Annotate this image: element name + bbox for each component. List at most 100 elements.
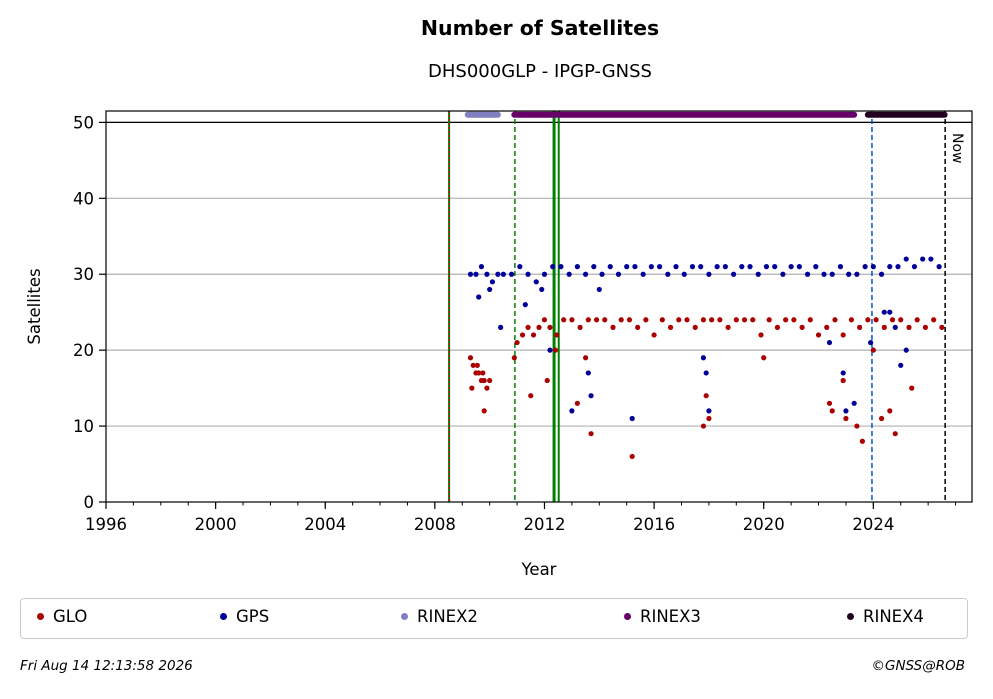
point-gps — [588, 393, 594, 399]
point-glo — [474, 362, 480, 368]
point-glo — [703, 393, 709, 399]
point-glo — [840, 377, 846, 384]
y-tick-label: 50 — [73, 113, 94, 132]
point-gps — [722, 264, 728, 270]
point-glo — [881, 324, 887, 330]
point-gps — [755, 271, 761, 277]
point-gps — [574, 264, 580, 270]
point-glo — [848, 317, 855, 323]
point-gps — [498, 324, 504, 330]
point-gps — [903, 256, 909, 262]
point-glo — [676, 317, 682, 323]
point-glo — [898, 317, 904, 323]
point-gps — [569, 408, 575, 414]
legend-item-rinex3: RINEX3 — [624, 607, 701, 626]
point-gps — [624, 264, 630, 270]
legend-label-rinex4: RINEX4 — [863, 607, 924, 626]
point-gps — [881, 309, 887, 315]
point-glo — [469, 385, 475, 391]
point-glo — [829, 408, 835, 414]
point-glo — [906, 324, 912, 330]
point-glo — [554, 332, 560, 338]
point-gps — [673, 264, 679, 270]
point-glo — [750, 317, 756, 323]
point-gps — [878, 271, 885, 277]
point-gps — [706, 408, 712, 414]
now-label: Now — [949, 133, 965, 164]
point-glo — [582, 355, 589, 361]
legend-item-glo: GLO — [37, 607, 87, 626]
point-glo — [939, 324, 945, 330]
point-gps — [582, 271, 589, 277]
chart-title: Number of Satellites — [420, 16, 660, 40]
point-glo — [629, 453, 635, 460]
point-gps — [706, 271, 712, 277]
point-glo — [761, 355, 767, 361]
point-gps — [640, 271, 646, 277]
point-glo — [914, 317, 920, 323]
point-glo — [547, 324, 553, 330]
point-gps — [585, 370, 591, 376]
point-gps — [837, 264, 844, 270]
legend-item-rinex2: RINEX2 — [401, 607, 478, 626]
x-tick-label: 2008 — [414, 515, 456, 534]
point-gps — [550, 264, 556, 270]
point-gps — [796, 264, 802, 270]
point-glo — [514, 339, 520, 346]
point-gps — [887, 264, 893, 270]
point-glo — [618, 317, 624, 323]
point-gps — [843, 408, 849, 414]
point-gps — [539, 286, 545, 293]
point-gps — [522, 302, 528, 308]
point-gps — [525, 271, 531, 277]
point-glo — [610, 324, 616, 330]
point-gps — [476, 294, 482, 300]
point-gps — [467, 271, 474, 277]
chart-subtitle: DHS000GLP - IPGP-GNSS — [428, 61, 652, 82]
point-glo — [766, 317, 772, 323]
point-glo — [878, 415, 885, 422]
legend-label-gps: GPS — [236, 607, 270, 626]
point-glo — [525, 324, 531, 330]
point-glo — [585, 317, 591, 323]
point-glo — [480, 370, 486, 376]
point-glo — [530, 332, 537, 338]
point-glo — [476, 370, 482, 376]
point-glo — [481, 377, 487, 384]
point-gps — [698, 264, 704, 270]
point-glo — [843, 415, 849, 422]
point-gps — [903, 347, 909, 353]
point-gps — [826, 339, 833, 346]
point-glo — [511, 355, 517, 361]
y-tick-label: 40 — [73, 189, 94, 208]
point-glo — [667, 324, 674, 330]
point-glo — [569, 317, 575, 323]
point-gps — [804, 271, 811, 277]
legend-marker-rinex3 — [624, 613, 631, 620]
y-tick-label: 0 — [84, 493, 95, 512]
point-gps — [632, 264, 638, 270]
point-gps — [772, 264, 778, 270]
point-gps — [898, 362, 904, 368]
point-gps — [547, 347, 553, 353]
point-glo — [832, 317, 838, 323]
point-gps — [788, 264, 794, 270]
point-glo — [626, 317, 633, 323]
point-glo — [840, 332, 846, 338]
legend-label-rinex2: RINEX2 — [417, 607, 478, 626]
point-glo — [659, 317, 665, 323]
x-tick-label: 2012 — [523, 515, 565, 534]
x-tick-label: 1996 — [85, 515, 127, 534]
legend-item-rinex4: RINEX4 — [847, 607, 924, 626]
x-tick-label: 2016 — [633, 515, 675, 534]
point-glo — [484, 385, 490, 391]
point-glo — [470, 362, 476, 368]
legend-label-glo: GLO — [53, 607, 88, 626]
point-gps — [500, 271, 506, 277]
point-gps — [703, 370, 709, 376]
point-glo — [826, 400, 833, 406]
point-gps — [489, 279, 496, 285]
point-gps — [840, 370, 846, 376]
point-gps — [591, 264, 597, 270]
legend-item-gps: GPS — [220, 607, 269, 626]
